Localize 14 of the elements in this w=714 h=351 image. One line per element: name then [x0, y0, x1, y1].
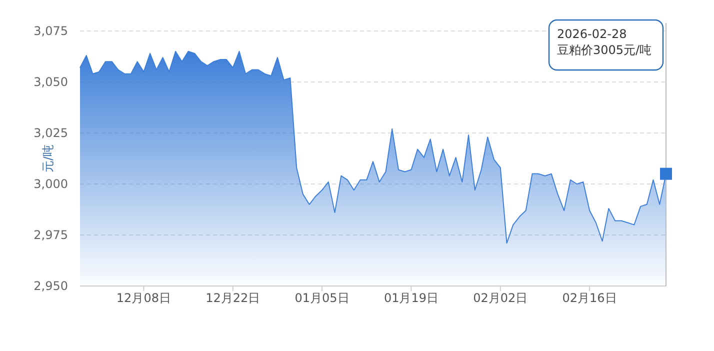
x-tick-label: 12月22日 — [206, 291, 260, 305]
x-tick-label: 02月16日 — [562, 291, 617, 305]
annotation: 2026-02-28 豆粕价3005元/吨 — [557, 27, 652, 57]
y-tick-label: 3,050 — [34, 75, 68, 89]
x-tick-label: 12月08日 — [116, 291, 171, 305]
y-tick-label: 2,950 — [34, 279, 68, 293]
y-tick-label: 3,025 — [34, 126, 68, 140]
y-tick-label: 2,975 — [34, 228, 68, 242]
x-tick-label: 01月05日 — [294, 291, 350, 305]
x-tick-label: 01月19日 — [384, 291, 438, 305]
y-tick-label: 3,000 — [34, 177, 68, 191]
y-axis-title: 元/吨 — [41, 144, 55, 173]
x-tick-label: 02月02日 — [473, 291, 528, 305]
y-tick-label: 3,075 — [34, 24, 68, 38]
